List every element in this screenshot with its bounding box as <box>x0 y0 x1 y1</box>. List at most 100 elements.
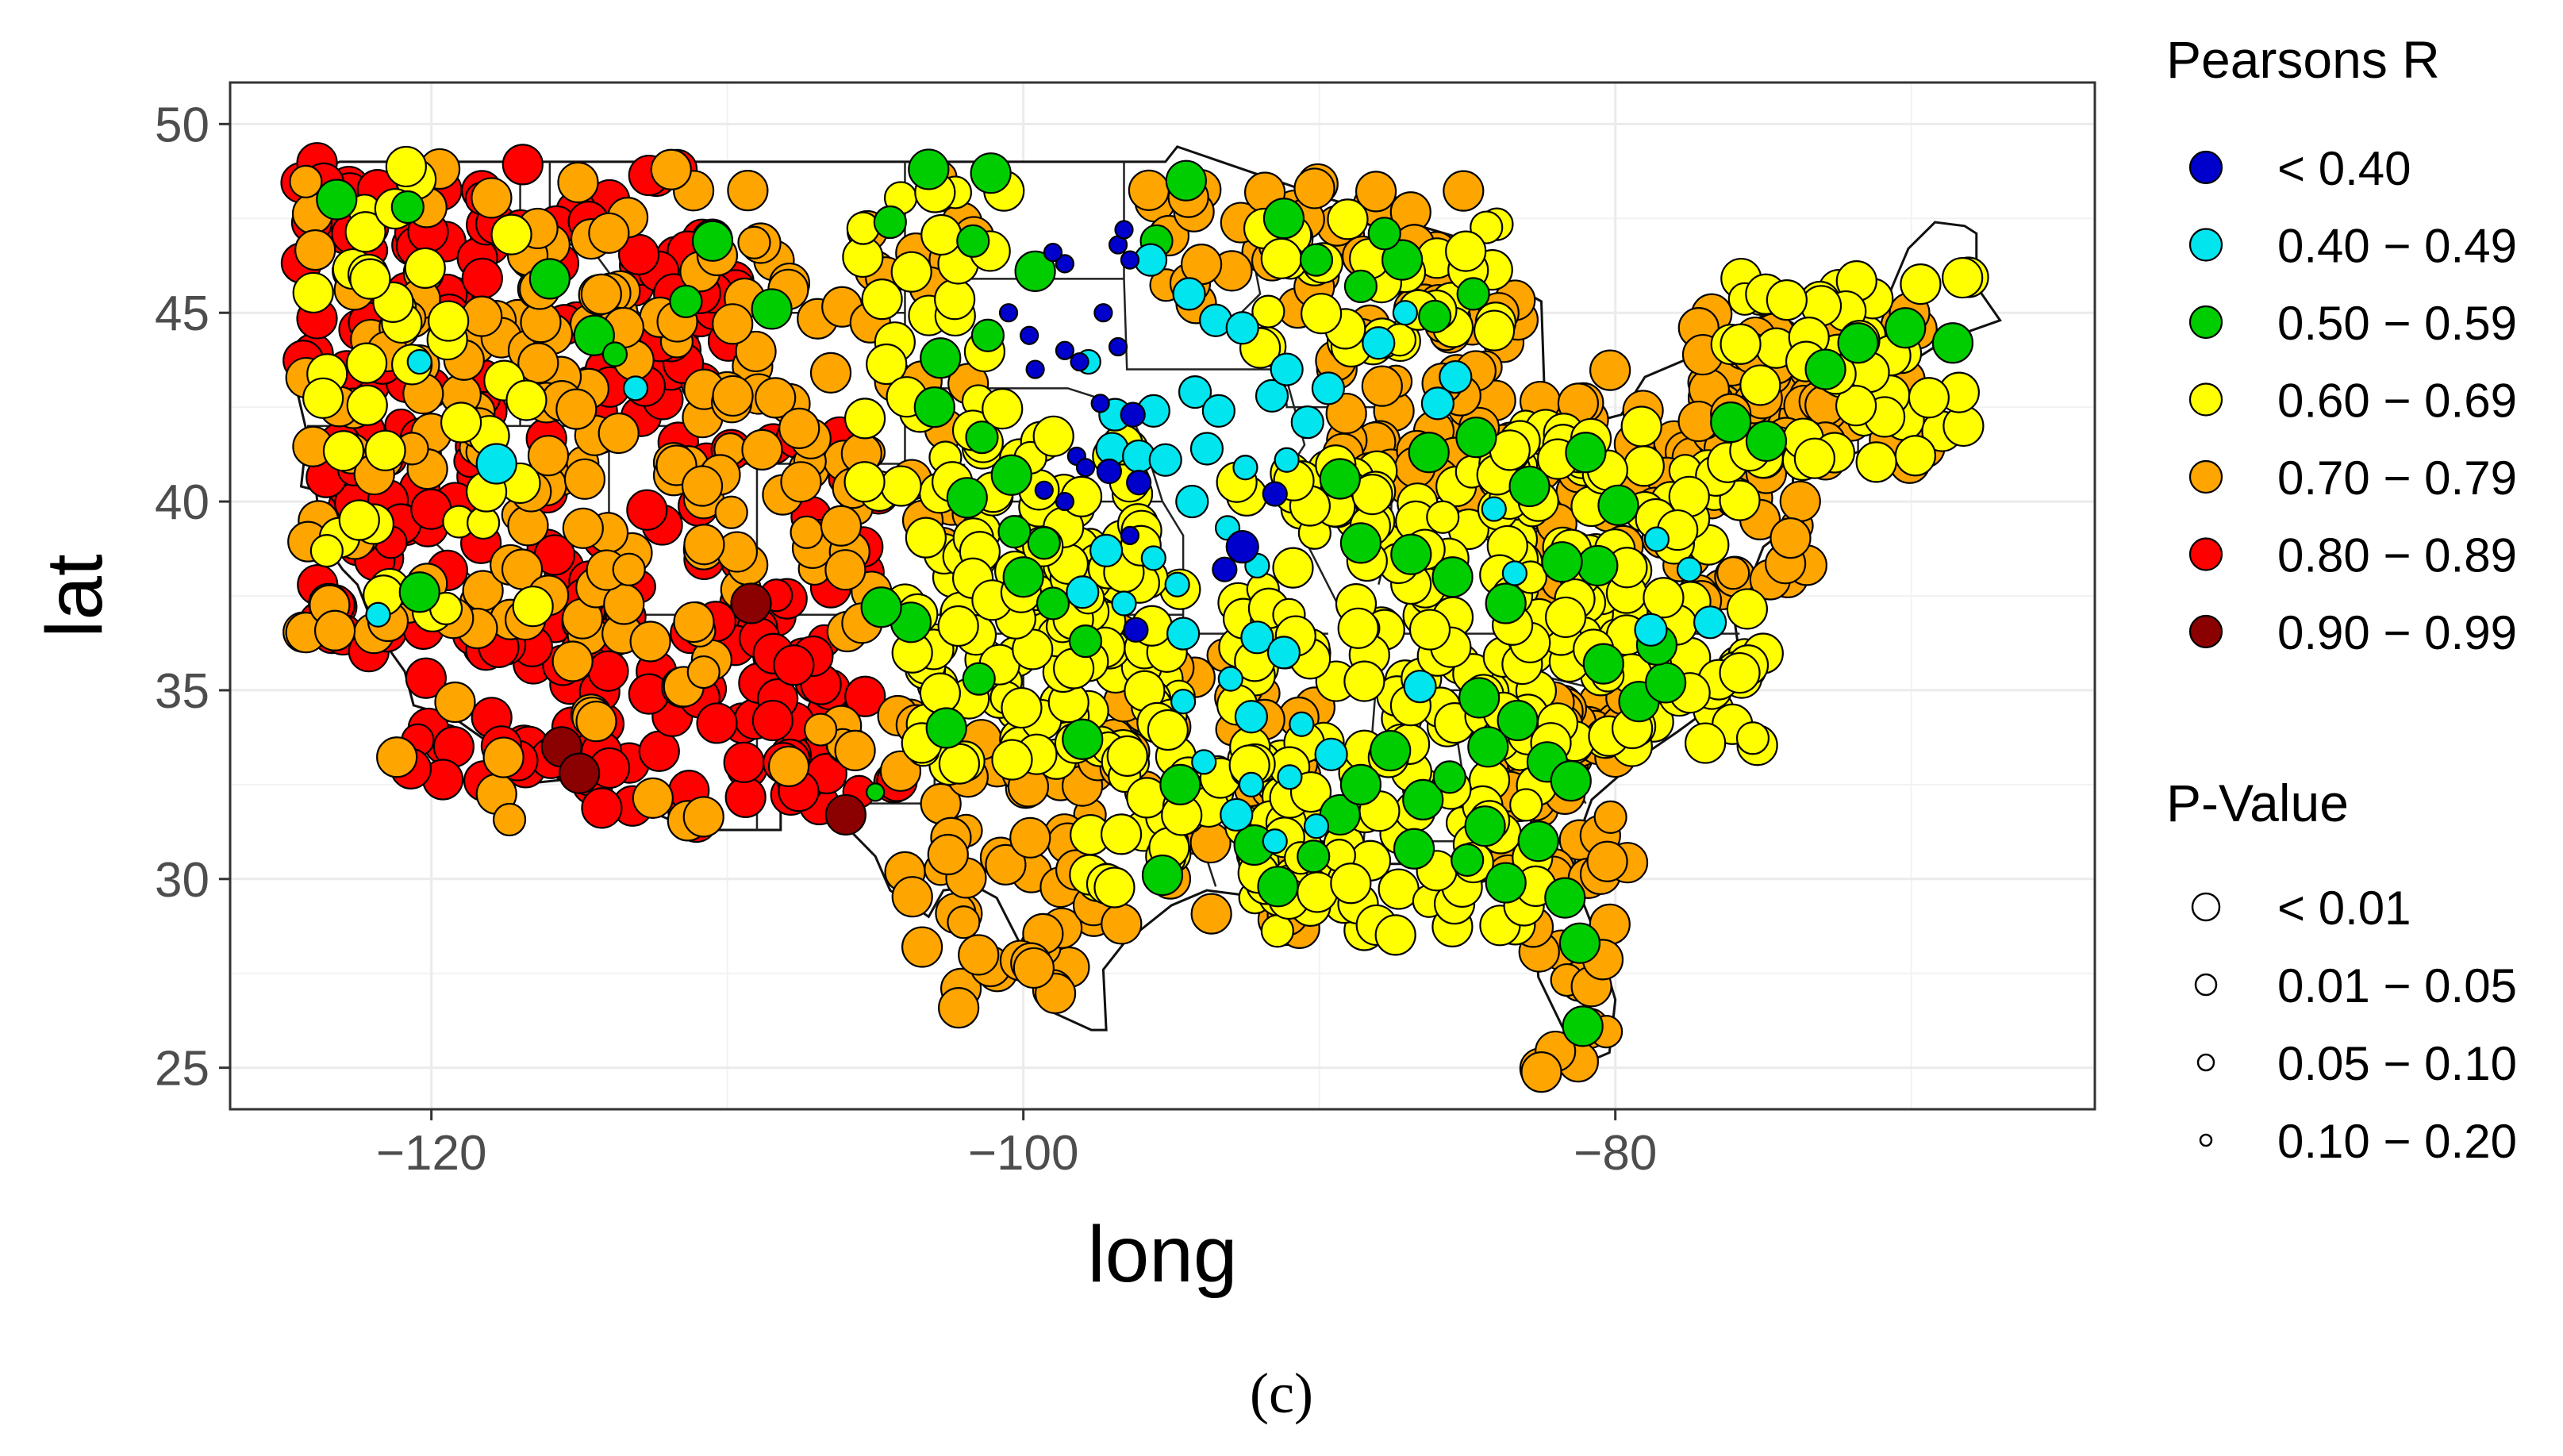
station-point-0-60-0-69 <box>890 251 932 293</box>
station-point-0-40-0-49 <box>1166 617 1201 651</box>
legend-color-label: 0.50 − 0.59 <box>2277 297 2517 350</box>
station-point-0-40-0-49 <box>1172 277 1206 311</box>
station-point-0-80-0-89 <box>751 699 793 742</box>
station-point-0-60-0-69 <box>404 247 446 289</box>
station-point-0-70-0-79 <box>551 640 594 682</box>
legend-size-key <box>2194 973 2218 997</box>
legend-size-key <box>2191 892 2221 922</box>
station-point-0-40-0-49 <box>1191 749 1217 775</box>
station-point-0-60-0-69 <box>1032 415 1074 457</box>
station-point-0-40-0-49 <box>1201 394 1235 428</box>
station-point--0-40 <box>1055 340 1075 360</box>
station-point-0-60-0-69 <box>1735 721 1770 755</box>
station-point-0-60-0-69 <box>1855 441 1897 483</box>
x-tick-label: −100 <box>968 1126 1079 1181</box>
station-point-0-60-0-69 <box>919 672 961 714</box>
station-point-0-70-0-79 <box>612 552 646 586</box>
station-point-0-60-0-69 <box>1726 588 1768 630</box>
station-point-0-70-0-79 <box>820 505 863 547</box>
station-point-0-50-0-59 <box>1464 805 1506 847</box>
station-point-0-70-0-79 <box>985 843 1027 886</box>
station-points <box>280 142 1989 1093</box>
station-point-0-70-0-79 <box>938 987 980 1029</box>
axes: −120 −100 −80 25 30 35 40 45 50 long lat <box>30 81 2096 1299</box>
station-point-0-50-0-59 <box>1645 662 1687 704</box>
station-point-0-50-0-59 <box>997 515 1032 549</box>
station-point-0-50-0-59 <box>1456 277 1490 311</box>
station-point-0-50-0-59 <box>965 421 999 455</box>
station-point-0-50-0-59 <box>398 571 440 613</box>
station-point-0-40-0-49 <box>1148 443 1182 477</box>
station-point-0-50-0-59 <box>962 662 996 696</box>
station-point-0-40-0-49 <box>1266 636 1301 670</box>
station-point-0-50-0-59 <box>1485 862 1527 904</box>
station-point-0-50-0-59 <box>1544 877 1586 919</box>
station-point-0-60-0-69 <box>1147 709 1189 751</box>
station-point-0-70-0-79 <box>563 458 606 500</box>
station-point-0-50-0-59 <box>1517 820 1559 862</box>
station-point-0-40-0-49 <box>1420 386 1455 421</box>
station-point-0-40-0-49 <box>1314 737 1348 771</box>
station-point-0-60-0-69 <box>309 534 344 568</box>
station-point-0-70-0-79 <box>575 701 617 743</box>
station-point-0-60-0-69 <box>349 258 391 300</box>
station-point-0-50-0-59 <box>1562 1005 1604 1047</box>
station-point-0-70-0-79 <box>1009 816 1051 859</box>
station-point-0-60-0-69 <box>346 384 388 426</box>
station-point-0-90-0-99 <box>559 752 601 794</box>
station-point-0-70-0-79 <box>517 342 559 384</box>
station-point-0-50-0-59 <box>1558 922 1601 964</box>
station-point-0-80-0-89 <box>501 144 544 186</box>
station-point-0-60-0-69 <box>338 499 380 541</box>
station-point-0-40-0-49 <box>1255 378 1289 413</box>
station-point-0-40-0-49 <box>1403 670 1437 704</box>
station-point-0-70-0-79 <box>482 736 525 778</box>
station-point--0-40 <box>1025 359 1045 379</box>
station-point-0-60-0-69 <box>843 461 886 503</box>
station-point--0-40 <box>1120 250 1140 270</box>
station-point--0-40 <box>1055 254 1075 274</box>
station-point-0-60-0-69 <box>1894 435 1936 477</box>
station-point-0-50-0-59 <box>990 454 1032 496</box>
station-point-0-70-0-79 <box>1586 840 1628 882</box>
station-point-0-40-0-49 <box>406 348 432 375</box>
station-point-0-50-0-59 <box>1343 269 1378 303</box>
station-point-0-40-0-49 <box>1481 496 1507 522</box>
station-point-0-70-0-79 <box>673 601 715 643</box>
station-point-0-70-0-79 <box>1355 171 1397 213</box>
station-point-0-50-0-59 <box>1367 217 1401 251</box>
station-point-0-60-0-69 <box>934 279 976 321</box>
station-point-0-70-0-79 <box>492 802 527 837</box>
station-point-0-50-0-59 <box>1565 432 1607 474</box>
station-point-0-50-0-59 <box>908 148 950 190</box>
legend-size-label: 0.10 − 0.20 <box>2277 1115 2517 1168</box>
station-point-0-50-0-59 <box>1885 307 1927 349</box>
station-point-0-70-0-79 <box>1770 517 1812 559</box>
station-point-0-60-0-69 <box>920 213 963 256</box>
station-point-0-60-0-69 <box>937 605 979 647</box>
station-point-0-70-0-79 <box>376 736 418 778</box>
station-point-0-80-0-89 <box>638 730 680 772</box>
station-point-0-60-0-69 <box>1408 609 1451 651</box>
station-point-0-60-0-69 <box>490 213 532 255</box>
station-point-0-60-0-69 <box>364 429 406 471</box>
station-point-0-40-0-49 <box>1170 689 1197 715</box>
station-point-0-60-0-69 <box>1793 437 1835 479</box>
station-point-0-60-0-69 <box>1908 377 1950 419</box>
station-point-0-70-0-79 <box>879 750 922 792</box>
station-point-0-70-0-79 <box>1361 365 1403 407</box>
legend-color-key <box>2188 228 2223 262</box>
station-point-0-70-0-79 <box>778 407 820 449</box>
station-point-0-50-0-59 <box>925 707 967 749</box>
station-point-0-80-0-89 <box>581 787 623 829</box>
station-point-0-50-0-59 <box>1381 239 1424 281</box>
station-point-0-60-0-69 <box>505 379 548 421</box>
station-point-0-50-0-59 <box>920 337 962 379</box>
legend-size-label: 0.05 − 0.10 <box>2277 1037 2517 1090</box>
legend-color-key <box>2188 305 2223 340</box>
station-point--0-40 <box>1070 352 1089 372</box>
station-point-0-90-0-99 <box>824 793 867 836</box>
station-point-0-40-0-49 <box>1140 545 1166 571</box>
station-point-0-50-0-59 <box>1370 729 1412 772</box>
